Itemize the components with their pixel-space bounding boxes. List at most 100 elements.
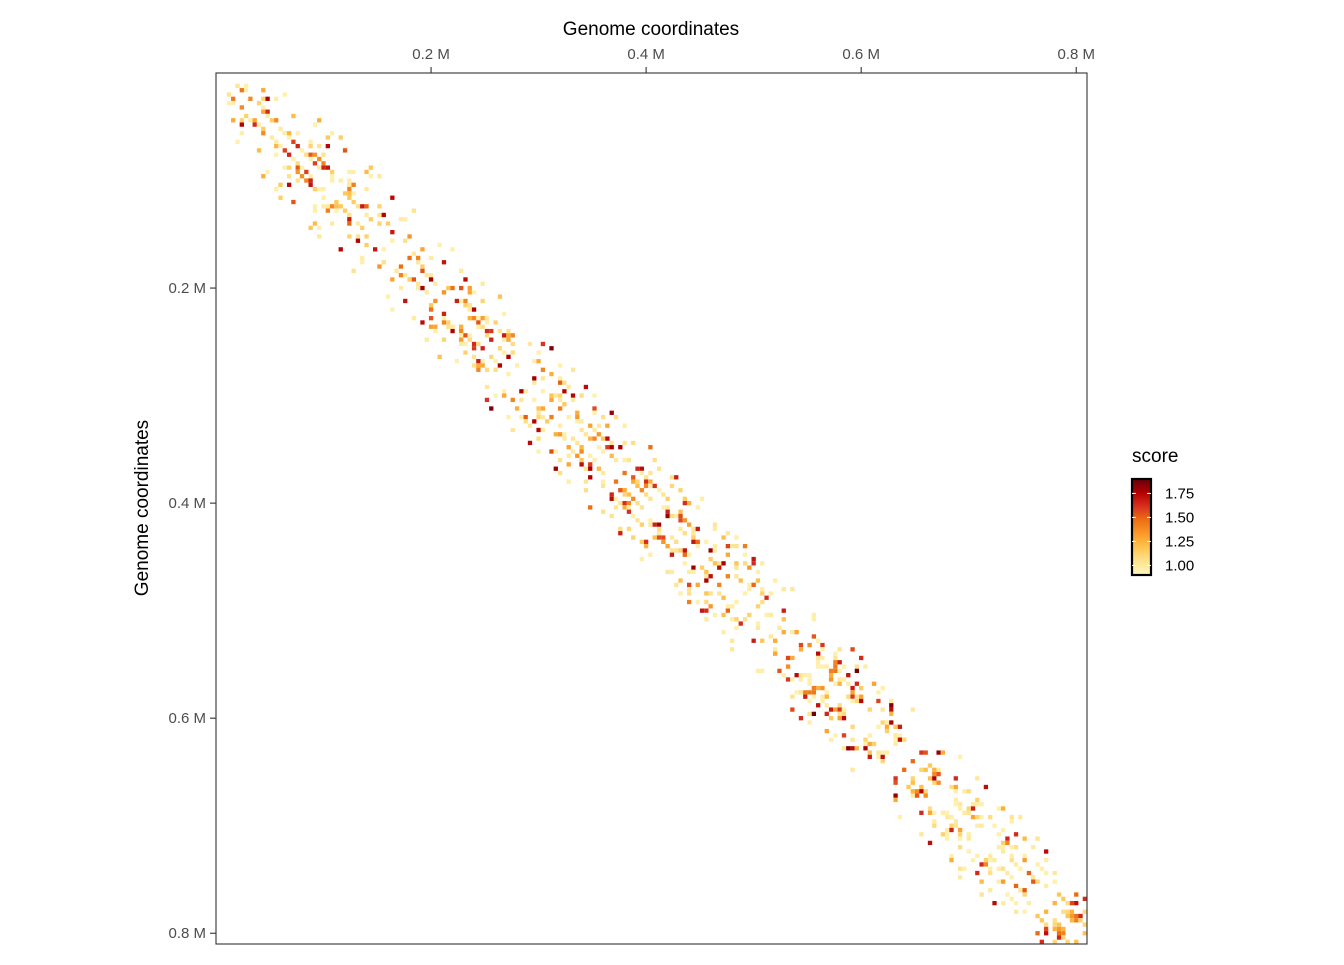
- heatmap-cell: [889, 707, 894, 712]
- heatmap-cell: [1035, 931, 1040, 936]
- heatmap-cell: [463, 350, 468, 355]
- heatmap-cell: [1009, 853, 1014, 858]
- heatmap-cell: [932, 780, 937, 785]
- heatmap-cell: [957, 866, 963, 871]
- heatmap-cell: [975, 853, 980, 858]
- heatmap-cell: [441, 290, 447, 295]
- heatmap-cell: [484, 367, 490, 372]
- heatmap-cell: [407, 255, 412, 261]
- heatmap-cell: [553, 449, 558, 454]
- heatmap-cell: [1065, 913, 1070, 919]
- heatmap-cell: [820, 698, 825, 704]
- heatmap-cell: [828, 716, 834, 721]
- heatmap-cell: [708, 604, 713, 609]
- heatmap-cell: [398, 264, 404, 269]
- heatmap-cell: [790, 630, 795, 635]
- heatmap-cell: [824, 703, 829, 708]
- heatmap-cell: [549, 346, 554, 351]
- heatmap-cell: [768, 634, 774, 639]
- heatmap-cell: [1000, 827, 1006, 833]
- heatmap-cell: [557, 470, 563, 476]
- heatmap-cell: [385, 221, 391, 226]
- heatmap-cell: [256, 148, 262, 153]
- heatmap-cell: [893, 793, 898, 798]
- heatmap-cell: [368, 165, 373, 170]
- heatmap-cell: [381, 260, 386, 265]
- heatmap-cell: [312, 152, 318, 157]
- heatmap-cell: [674, 548, 679, 553]
- heatmap-cell: [648, 522, 653, 527]
- heatmap-cell: [1074, 900, 1079, 906]
- heatmap-cell: [446, 320, 451, 325]
- heatmap-cell: [686, 582, 692, 587]
- heatmap-cell: [536, 427, 541, 433]
- heatmap-cell: [347, 234, 352, 239]
- x-tick-label: 0.4 M: [627, 46, 665, 63]
- heatmap-cell: [755, 625, 761, 631]
- heatmap-cell: [433, 281, 438, 286]
- heatmap-cell: [592, 393, 597, 398]
- heatmap-cell: [725, 552, 730, 557]
- heatmap-cell: [867, 750, 872, 755]
- heatmap-cell: [536, 436, 541, 441]
- heatmap-cell: [734, 574, 739, 579]
- heatmap-cell: [962, 789, 967, 794]
- heatmap-cell: [988, 888, 993, 893]
- heatmap-cell: [704, 539, 709, 544]
- heatmap-cell: [841, 677, 847, 682]
- heatmap-cell: [639, 522, 644, 527]
- heatmap-cell: [291, 113, 296, 119]
- heatmap-cell: [957, 875, 963, 880]
- heatmap-cell: [583, 432, 589, 437]
- heatmap-cell: [824, 690, 829, 695]
- heatmap-cell: [919, 810, 924, 815]
- heatmap-cell: [897, 733, 903, 738]
- heatmap-cell: [609, 453, 614, 458]
- heatmap-cell: [691, 569, 696, 575]
- heatmap-cell: [540, 406, 546, 411]
- heatmap-cell: [566, 445, 571, 450]
- heatmap-cell: [1052, 870, 1057, 876]
- heatmap-cell: [914, 789, 920, 794]
- heatmap-cell: [239, 118, 244, 123]
- heatmap-cell: [816, 655, 821, 661]
- heatmap-cell: [536, 449, 541, 454]
- heatmap-cell: [450, 247, 455, 252]
- heatmap-cell: [751, 582, 756, 587]
- heatmap-cell: [841, 716, 847, 721]
- heatmap-cell: [790, 694, 795, 699]
- heatmap-cell: [992, 900, 997, 906]
- heatmap-cell: [781, 630, 786, 635]
- heatmap-cell: [407, 277, 412, 282]
- heatmap-cell: [506, 328, 511, 334]
- heatmap-cell: [489, 337, 494, 342]
- heatmap-cell: [613, 496, 619, 501]
- heatmap-cell: [949, 784, 954, 790]
- heatmap-cell: [1061, 909, 1066, 914]
- heatmap-cell: [338, 178, 343, 183]
- x-tick-label: 0.2 M: [412, 46, 450, 63]
- heatmap-cell: [760, 599, 765, 605]
- heatmap-cell: [467, 303, 472, 308]
- x-axis-title: Genome coordinates: [563, 19, 739, 40]
- heatmap-cell: [669, 513, 675, 519]
- heatmap-cell: [854, 694, 860, 699]
- heatmap-cell: [441, 337, 447, 342]
- heatmap-cell: [957, 806, 963, 811]
- heatmap-cell: [476, 324, 481, 329]
- heatmap-cell: [725, 543, 730, 549]
- heatmap-cell: [747, 582, 752, 587]
- heatmap-cell: [781, 587, 786, 592]
- heatmap-cell: [648, 470, 653, 476]
- heatmap-cell: [841, 746, 847, 751]
- heatmap-cell: [467, 290, 472, 295]
- heatmap-cell: [618, 531, 623, 536]
- heatmap-cell: [725, 531, 730, 536]
- heatmap-cell: [1043, 870, 1049, 876]
- heatmap-cell: [979, 814, 984, 820]
- heatmap-cell: [360, 225, 365, 230]
- heatmap-cell: [807, 690, 812, 695]
- heatmap-cell: [532, 376, 537, 381]
- heatmap-cell: [798, 673, 804, 678]
- heatmap-cell: [347, 178, 352, 183]
